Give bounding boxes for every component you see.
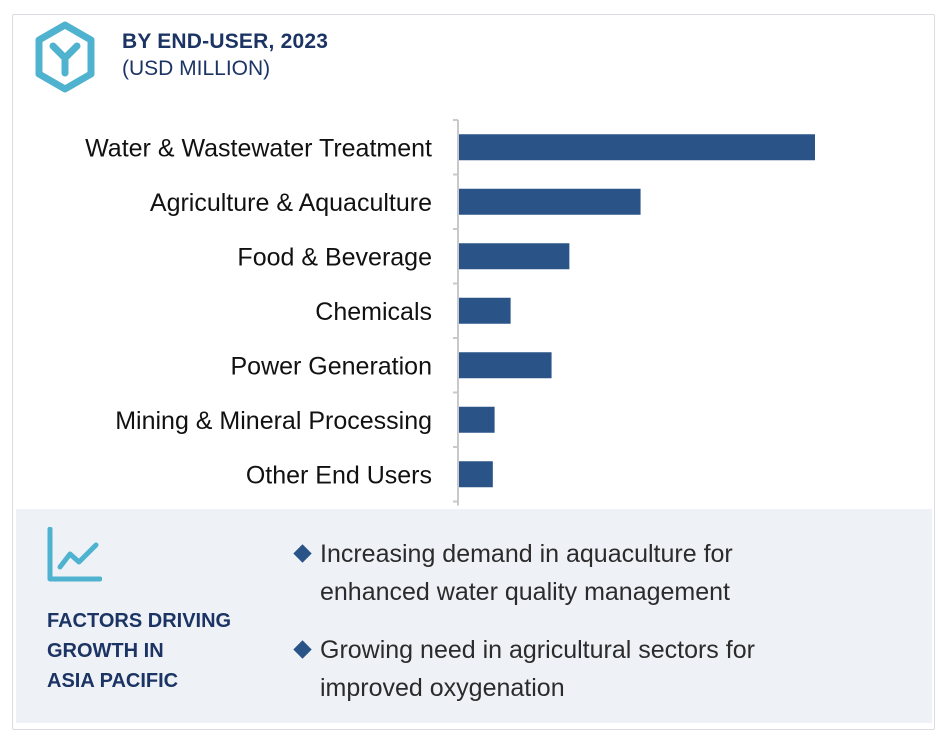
category-label: Water & Wastewater Treatment bbox=[85, 134, 432, 162]
hexagon-y-logo-icon bbox=[35, 21, 95, 93]
bar bbox=[459, 134, 815, 161]
factor-item-line: enhanced water quality management bbox=[320, 578, 730, 606]
bar bbox=[459, 297, 511, 324]
bar bbox=[459, 188, 641, 215]
category-label: Chemicals bbox=[315, 298, 432, 326]
factor-item-line: Increasing demand in aquaculture for bbox=[320, 540, 733, 568]
category-label: Food & Beverage bbox=[237, 243, 432, 271]
factor-item: Increasing demand in aquaculture for enh… bbox=[293, 535, 913, 611]
category-label: Power Generation bbox=[230, 352, 432, 380]
category-label: Agriculture & Aquaculture bbox=[150, 189, 432, 217]
diamond-bullet-icon bbox=[293, 544, 312, 563]
chart-subtitle: (USD MILLION) bbox=[122, 57, 271, 80]
factors-title-line: ASIA PACIFIC bbox=[47, 670, 179, 692]
bar bbox=[459, 461, 493, 488]
factors-panel: FACTORS DRIVING GROWTH IN ASIA PACIFIC I… bbox=[16, 509, 932, 723]
factor-item-line: Growing need in agricultural sectors for bbox=[320, 636, 755, 664]
diamond-bullet-icon bbox=[293, 640, 312, 659]
category-label: Mining & Mineral Processing bbox=[115, 407, 432, 435]
bar bbox=[459, 406, 495, 433]
bar bbox=[459, 243, 570, 270]
factors-title: FACTORS DRIVING GROWTH IN ASIA PACIFIC bbox=[47, 606, 231, 696]
category-label: Other End Users bbox=[246, 461, 432, 489]
bar bbox=[459, 352, 552, 379]
line-chart-trend-icon bbox=[47, 527, 102, 582]
factors-list: Increasing demand in aquaculture for enh… bbox=[293, 535, 913, 727]
factor-item: Growing need in agricultural sectors for… bbox=[293, 631, 913, 707]
factors-title-line: FACTORS DRIVING bbox=[47, 610, 232, 632]
chart-title: BY END-USER, 2023 bbox=[122, 30, 329, 53]
factor-item-line: improved oxygenation bbox=[320, 674, 565, 702]
factors-title-line: GROWTH IN bbox=[47, 640, 164, 662]
